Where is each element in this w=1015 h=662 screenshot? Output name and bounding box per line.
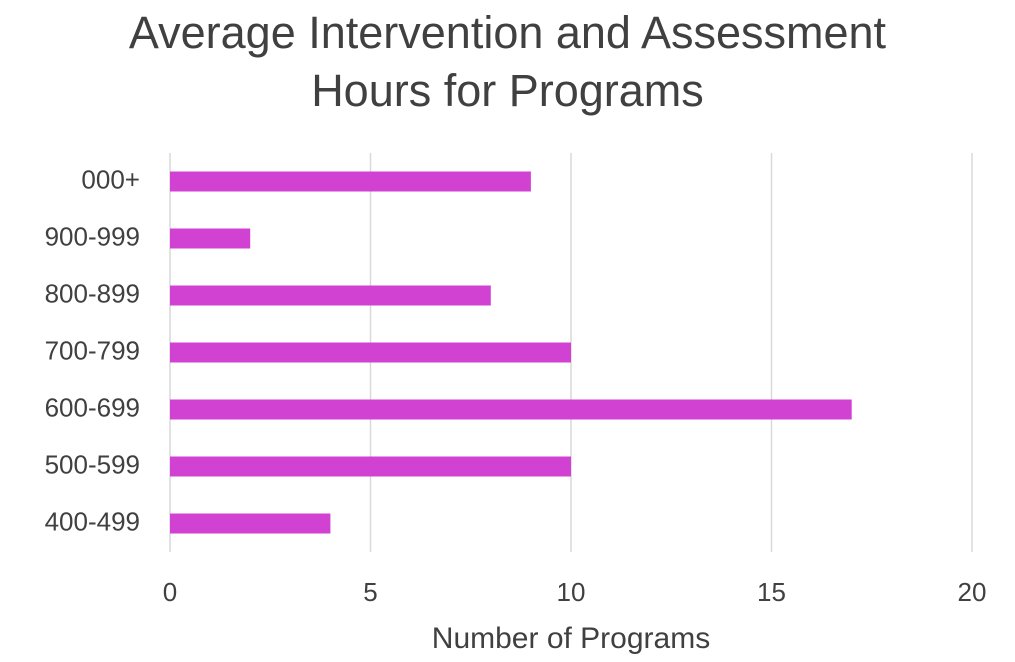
bar	[170, 171, 531, 192]
bar	[170, 342, 571, 363]
bar	[170, 513, 331, 534]
x-tick-label: 15	[757, 577, 786, 607]
bar	[170, 456, 571, 477]
bar	[170, 228, 251, 249]
y-tick-label: 000+	[81, 164, 140, 194]
y-tick-label: 700-799	[45, 335, 140, 365]
x-axis-label: Number of Programs	[432, 622, 710, 655]
x-tick-label: 5	[363, 577, 377, 607]
chart-title-box: Average Intervention and Assessment Hour…	[0, 4, 1015, 120]
chart-title: Average Intervention and Assessment Hour…	[128, 7, 887, 116]
bar	[170, 285, 491, 306]
y-tick-label: 800-899	[45, 278, 140, 308]
x-tick-label: 20	[958, 577, 987, 607]
y-tick-label: 900-999	[45, 221, 140, 251]
y-tick-label: 500-599	[45, 449, 140, 479]
x-tick-label: 0	[163, 577, 177, 607]
bar	[170, 399, 852, 420]
y-tick-label: 600-699	[45, 392, 140, 422]
y-tick-label: 400-499	[45, 506, 140, 536]
x-tick-label: 10	[557, 577, 586, 607]
